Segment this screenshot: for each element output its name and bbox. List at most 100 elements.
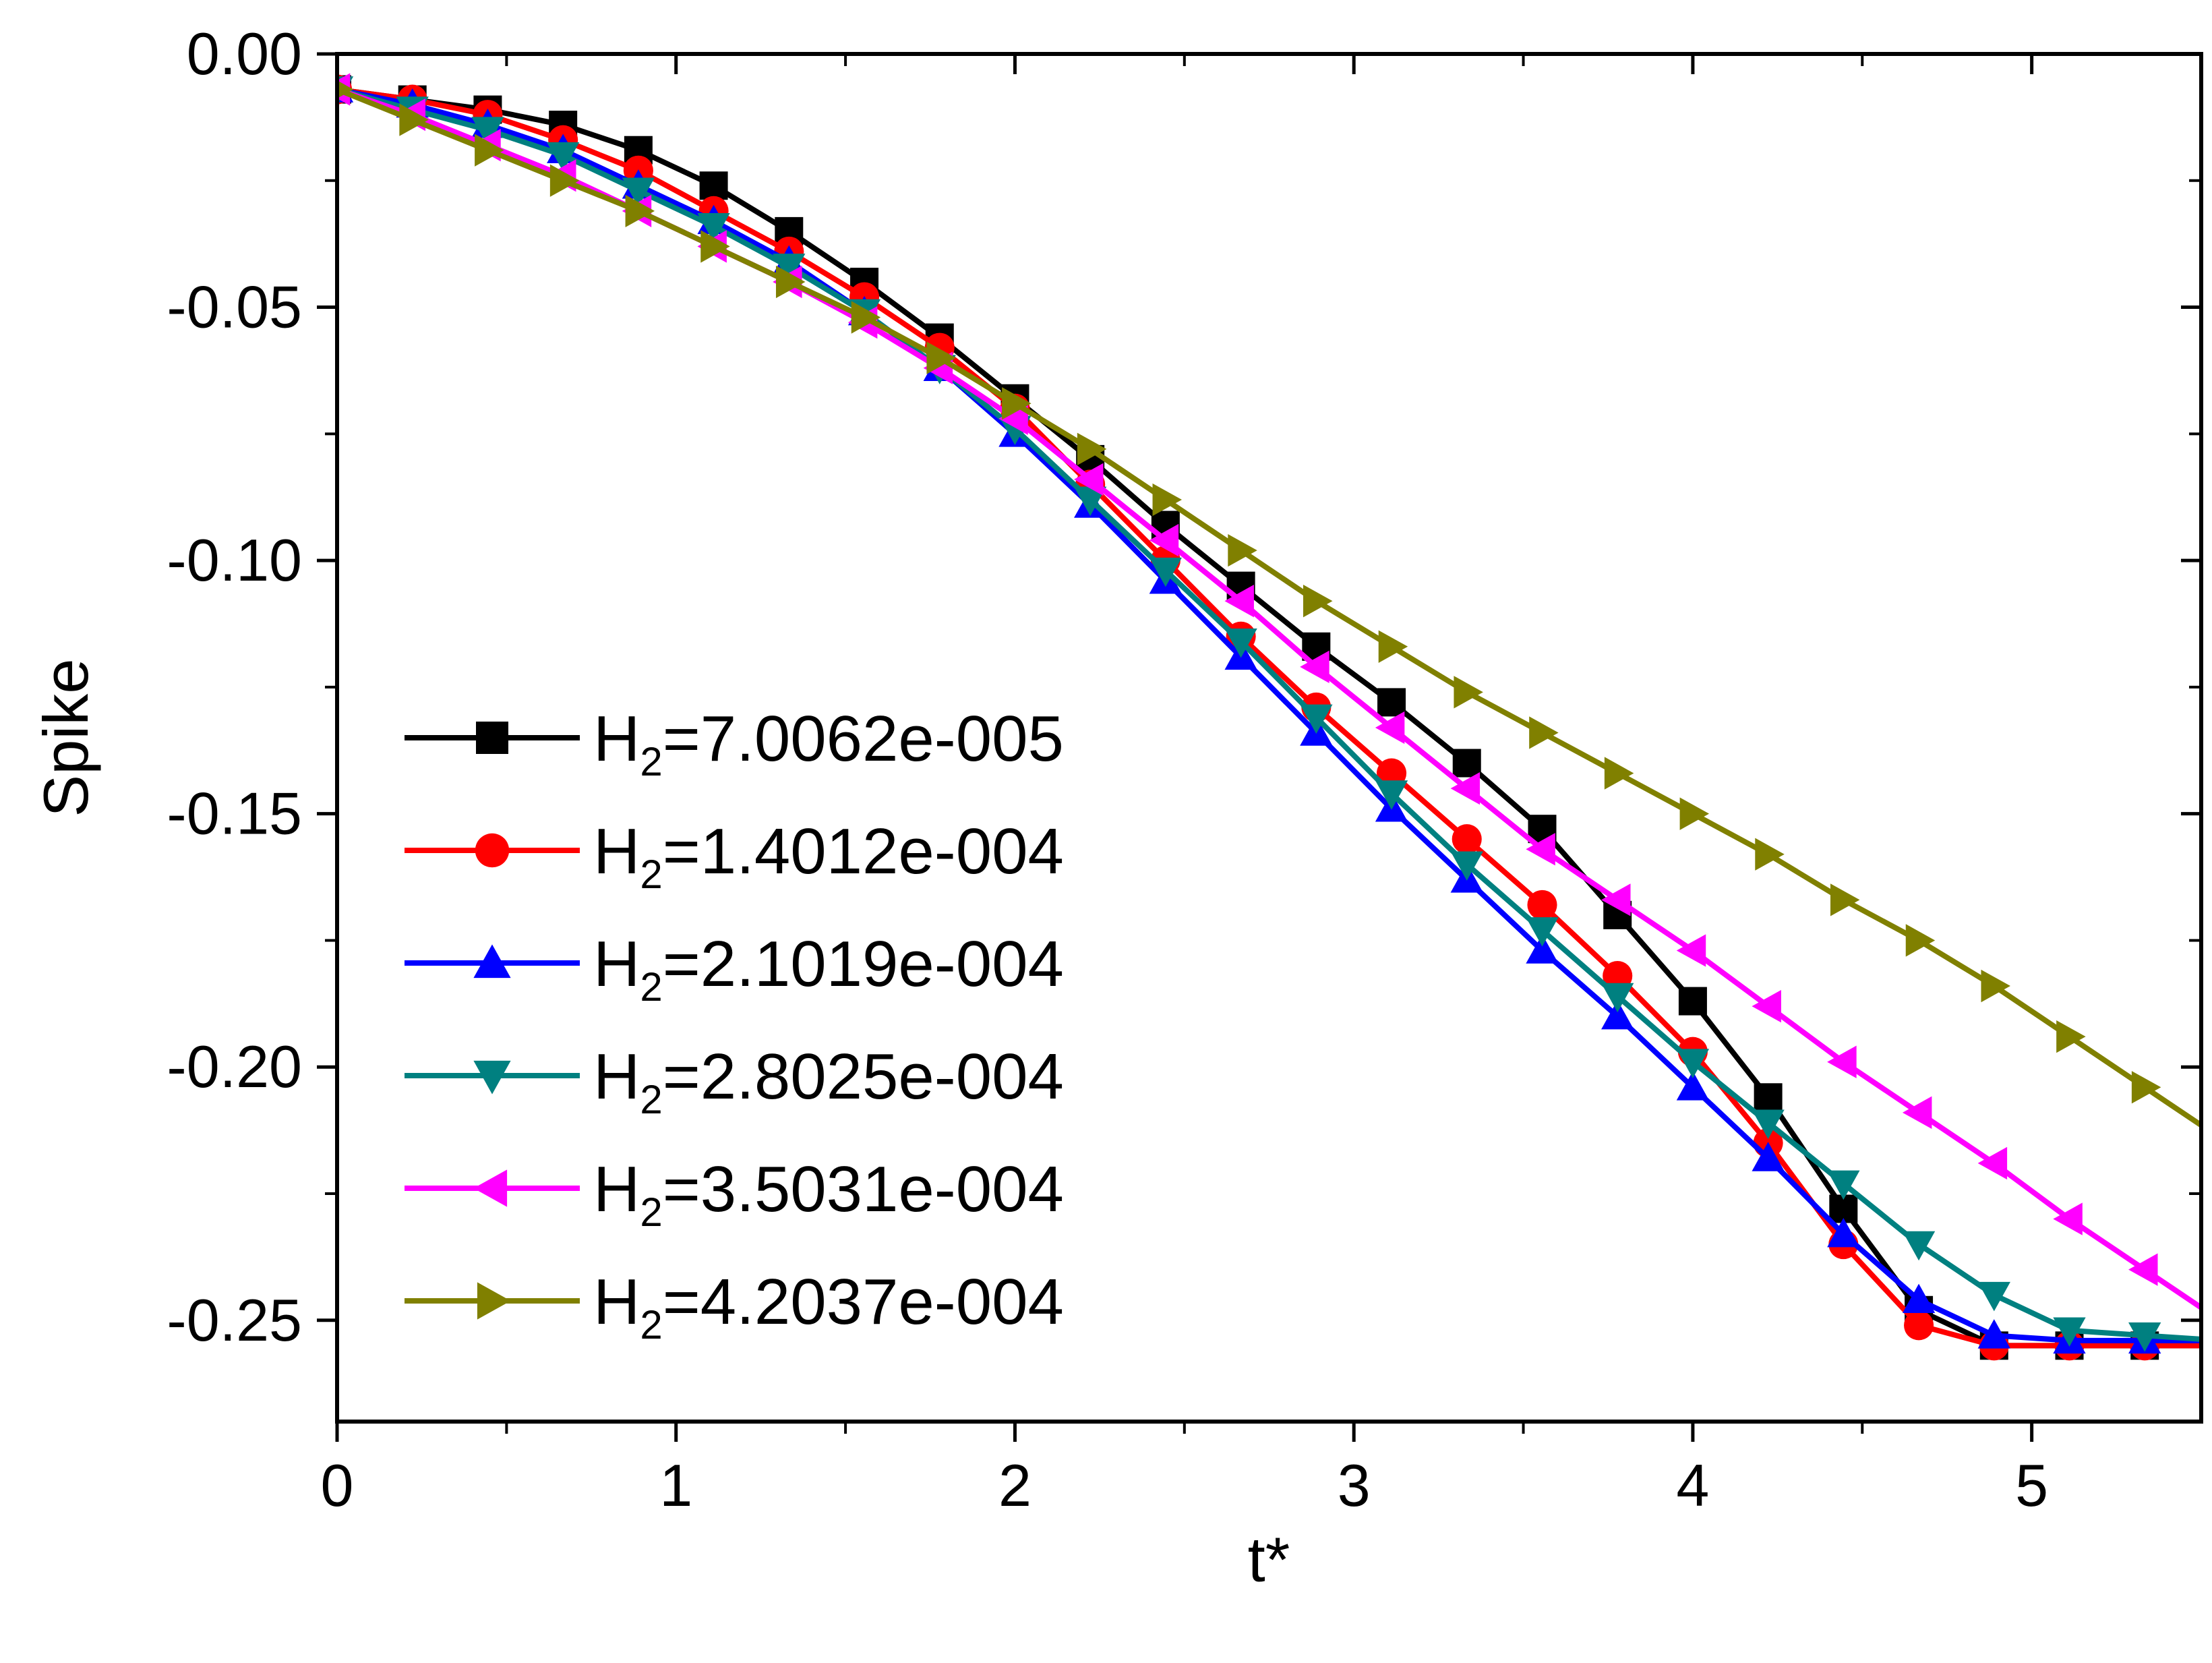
data-point [1074,486,1107,517]
data-point [1905,924,1936,957]
y-tick-label: -0.20 [167,1033,302,1100]
legend: H2=7.0062e-005 H2=1.4012e-004 H2=2.1019e-0… [405,703,1064,1347]
data-point [1977,1319,2010,1349]
data-point [1676,1049,1710,1078]
legend-item: H2=7.0062e-005 [405,703,1064,784]
legend-label: H2=7.0062e-005 [593,703,1064,784]
data-point [775,265,806,299]
legend-label: H2=4.2037e-004 [593,1266,1064,1347]
data-point [1902,1283,1936,1314]
series-line-tail [2144,1333,2201,1342]
data-point [1526,934,1559,964]
legend-marker [473,944,511,979]
series-layer [337,73,2201,1361]
x-tick-label: 2 [998,1452,1032,1519]
x-tick-label: 5 [2015,1452,2048,1519]
data-point [1604,757,1634,790]
series-6 [337,80,2201,1128]
data-point [1152,483,1183,517]
data-point [1300,704,1333,734]
data-point [1678,987,1707,1016]
x-tick-label: 4 [1676,1452,1709,1519]
axes-layer: 0 1 2 3 4 5 0.00 -0.05 -0.10 -0.15 -0.20 -0.25 [167,20,2201,1519]
data-point [399,103,429,136]
data-point [851,301,881,334]
data-point [1977,1281,2010,1312]
data-point [1752,1142,1785,1171]
data-point [1601,983,1634,1013]
data-point [1378,630,1408,663]
data-point [1224,585,1254,618]
data-point [2128,1322,2161,1352]
data-point [549,164,580,197]
data-point [337,80,354,98]
y-tick-label: -0.15 [167,780,302,847]
data-point [1981,969,2010,1003]
data-point [1529,716,1559,749]
series-5 [337,73,2201,1310]
plot-frame [335,52,2203,1424]
data-point [1601,883,1631,916]
data-point [1452,749,1481,778]
legend-label: H2=3.5031e-004 [593,1153,1064,1235]
data-point [1454,676,1483,709]
data-point [1754,1083,1783,1112]
legend-label: H2=1.4012e-004 [593,815,1064,897]
y-axis-label: Spike [30,658,101,817]
legend-label: H2=2.8025e-004 [593,1041,1064,1122]
x-axis-label: t* [1248,1524,1290,1595]
legend-item: H2=2.1019e-004 [405,928,1064,1010]
data-point [1224,628,1257,658]
data-point [1450,851,1483,881]
x-tick-label: 3 [1338,1452,1371,1519]
data-point [1074,463,1104,496]
legend-marker [475,833,510,868]
data-point [471,117,504,146]
data-point [926,341,956,374]
data-point [1830,883,1860,916]
legend-marker [473,1060,511,1095]
data-point [1679,797,1710,830]
data-point [697,213,730,243]
data-point [1375,711,1405,745]
data-point [1526,917,1559,947]
data-point [1077,432,1107,466]
x-tick-label: 0 [321,1452,354,1519]
data-point [2131,1071,2161,1104]
data-point [700,230,730,263]
data-point [1755,838,1785,871]
data-point [625,194,655,227]
data-point [1002,387,1032,420]
data-point [1526,833,1555,866]
legend-marker [477,1282,511,1320]
data-point [1377,688,1406,717]
data-point [1977,1146,2008,1180]
data-point [1676,934,1706,967]
data-point [773,254,806,283]
legend-item: H2=2.8025e-004 [405,1041,1064,1122]
legend-label: H2=2.1019e-004 [593,928,1064,1010]
data-point [1676,1071,1710,1101]
y-tick-label: 0.00 [187,20,302,87]
data-point [1452,824,1482,854]
y-tick-label: -0.05 [167,274,302,341]
data-point [1149,557,1183,587]
data-point [1601,999,1634,1030]
data-point [1752,1109,1785,1139]
data-point [1902,1096,1932,1129]
data-point [1827,1045,1857,1078]
data-point [699,171,728,200]
data-point [2056,1020,2086,1053]
data-point [1752,989,1781,1023]
data-point [622,177,655,207]
legend-item: H2=3.5031e-004 [405,1153,1064,1235]
data-point [2053,1202,2083,1235]
data-point [1827,1170,1860,1200]
data-point [547,142,580,172]
data-point [1228,533,1257,567]
data-point [998,402,1028,435]
data-point [2128,1253,2158,1286]
series-line-tail [2143,1084,2201,1128]
data-point [1303,585,1333,618]
